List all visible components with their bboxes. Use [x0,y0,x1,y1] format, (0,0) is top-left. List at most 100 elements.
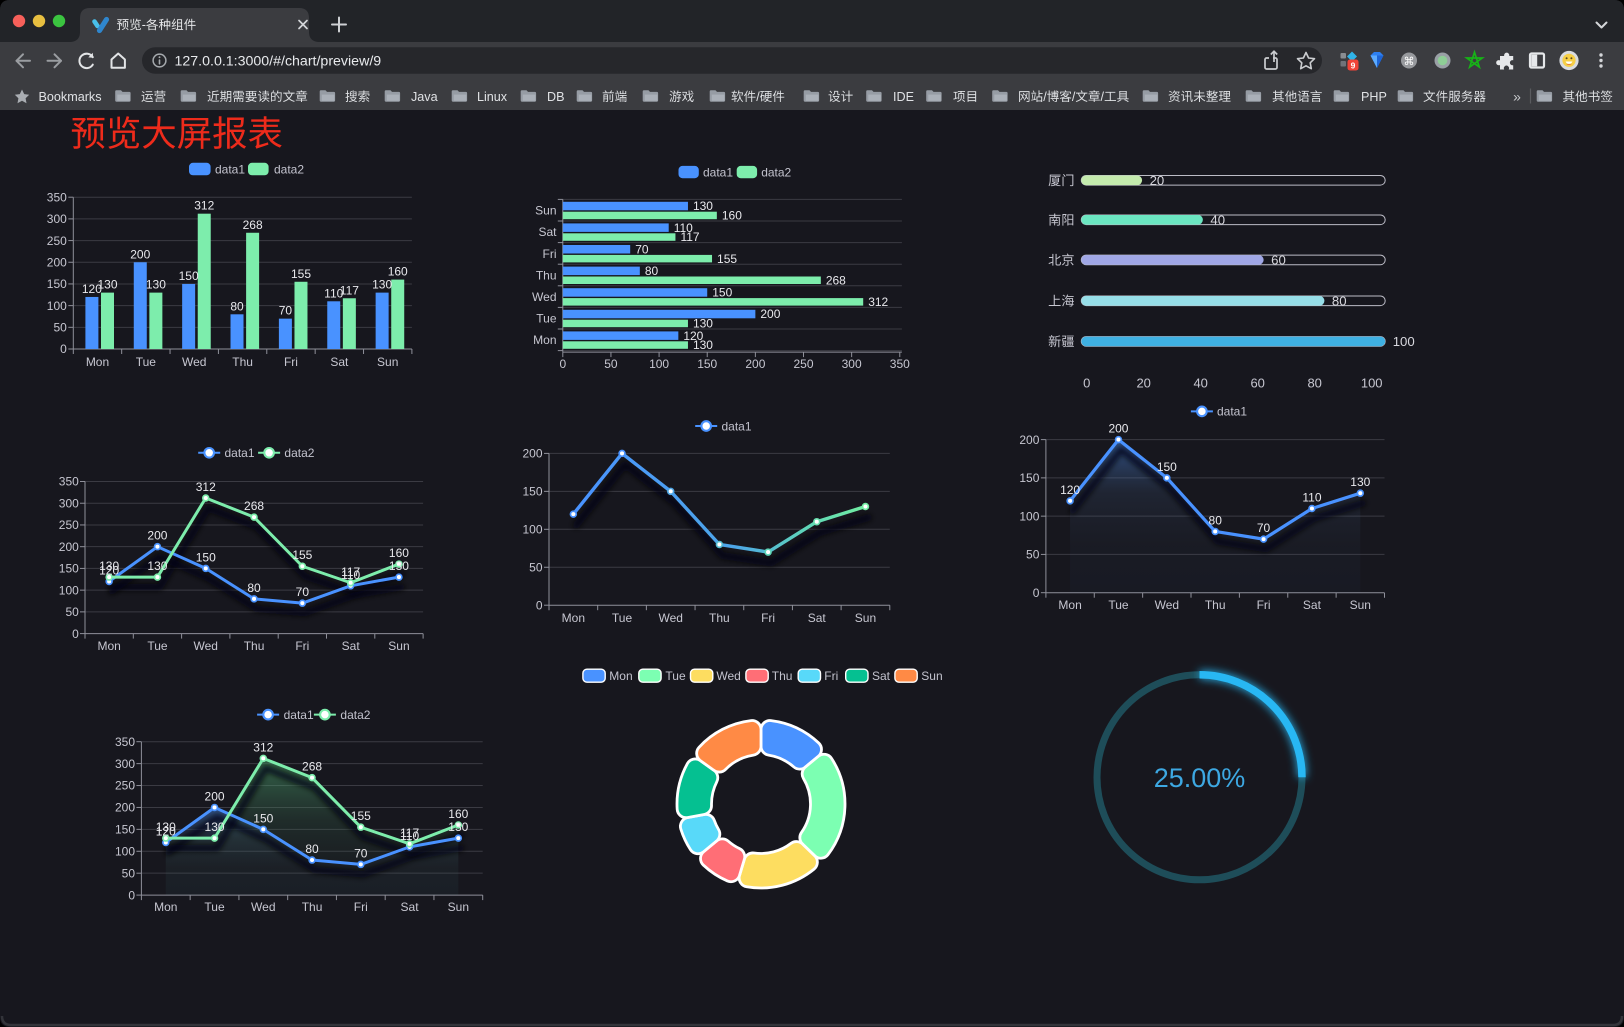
svg-text:Sun: Sun [535,204,556,218]
svg-text:Wed: Wed [251,900,275,914]
svg-text:Thu: Thu [772,669,793,683]
svg-text:130: 130 [693,317,713,331]
svg-text:»: » [1513,89,1521,105]
svg-text:0: 0 [1033,586,1040,600]
svg-text:312: 312 [253,740,273,754]
svg-text:Java: Java [411,90,438,104]
svg-text:Tue: Tue [136,355,157,369]
svg-text:300: 300 [115,757,135,771]
svg-text:80: 80 [1332,294,1347,309]
svg-text:268: 268 [826,273,846,287]
svg-text:130: 130 [448,820,468,834]
svg-text:117: 117 [341,565,360,579]
svg-text:Fri: Fri [1257,598,1271,612]
svg-text:Fri: Fri [824,669,838,683]
svg-text:PHP: PHP [1361,90,1387,104]
svg-text:130: 130 [389,559,409,573]
svg-text:312: 312 [196,480,216,494]
svg-text:160: 160 [722,209,742,223]
svg-text:Sun: Sun [1350,598,1371,612]
svg-text:250: 250 [59,518,79,532]
svg-text:Bookmarks: Bookmarks [39,90,102,104]
svg-text:Sat: Sat [342,639,361,653]
svg-text:0: 0 [60,342,67,356]
svg-text:100: 100 [59,583,79,597]
svg-text:130: 130 [146,278,166,292]
svg-text:80: 80 [645,264,659,278]
svg-text:Thu: Thu [709,611,730,625]
svg-text:Sat: Sat [538,225,557,239]
svg-text:Thu: Thu [302,900,323,914]
svg-text:350: 350 [47,190,67,204]
svg-text:200: 200 [1108,422,1128,436]
svg-text:100: 100 [115,844,135,858]
svg-text:Tue: Tue [536,312,557,326]
svg-text:150: 150 [115,823,135,837]
svg-text:200: 200 [1019,433,1039,447]
svg-text:312: 312 [868,295,888,309]
svg-text:117: 117 [400,826,419,840]
svg-text:100: 100 [1019,509,1039,523]
svg-text:Sun: Sun [921,669,942,683]
svg-text:250: 250 [793,357,813,371]
svg-text:Tue: Tue [612,611,633,625]
svg-text:250: 250 [47,234,67,248]
svg-text:150: 150 [47,277,67,291]
svg-text:Fri: Fri [295,639,309,653]
svg-text:150: 150 [697,357,717,371]
svg-text:50: 50 [529,560,543,574]
svg-text:130: 130 [693,338,713,352]
svg-text:60: 60 [1271,253,1286,268]
svg-text:0: 0 [72,627,79,641]
svg-text:Fri: Fri [543,247,557,261]
svg-text:268: 268 [244,499,264,513]
svg-text:60: 60 [1250,376,1264,391]
svg-text:data1: data1 [1217,405,1247,419]
svg-text:150: 150 [253,811,273,825]
svg-text:0: 0 [128,888,135,902]
svg-text:Sun: Sun [388,639,409,653]
svg-text:/: / [1072,90,1076,104]
svg-text:200: 200 [130,247,150,261]
svg-text:Linux: Linux [477,90,508,104]
svg-text:130: 130 [1350,475,1370,489]
svg-text:Tue: Tue [147,639,168,653]
svg-text:150: 150 [712,286,732,300]
svg-text:Fri: Fri [284,355,298,369]
svg-text:127.0.0.1:3000/#/chart/preview: 127.0.0.1:3000/#/chart/preview/9 [175,53,382,69]
svg-text:120: 120 [82,282,102,296]
svg-text:80: 80 [230,299,244,313]
svg-text:data2: data2 [761,166,791,180]
svg-text:Sat: Sat [401,900,420,914]
svg-text:110: 110 [341,568,360,582]
svg-text:120: 120 [99,563,119,577]
svg-text:Tue: Tue [204,900,225,914]
svg-text:100: 100 [47,299,67,313]
svg-text:Wed: Wed [1155,598,1179,612]
svg-text:data1: data1 [722,419,752,433]
svg-text:80: 80 [1209,513,1223,527]
svg-text:0: 0 [559,357,566,371]
svg-text:Tue: Tue [665,669,686,683]
svg-text:200: 200 [147,529,167,543]
svg-text:Fri: Fri [354,900,368,914]
svg-text:Thu: Thu [232,355,253,369]
svg-text:268: 268 [243,218,263,232]
svg-text:Sat: Sat [872,669,891,683]
svg-text:100: 100 [1393,334,1415,349]
svg-text:110: 110 [324,286,343,300]
svg-text:IDE: IDE [893,90,914,104]
svg-text:117: 117 [680,230,699,244]
svg-text:70: 70 [296,585,310,599]
svg-text:Sat: Sat [808,611,827,625]
svg-text:155: 155 [291,267,311,281]
svg-text:40: 40 [1193,376,1207,391]
svg-text:Mon: Mon [86,355,109,369]
svg-text:/: / [756,90,760,104]
svg-text:120: 120 [156,825,176,839]
svg-text:100: 100 [1361,376,1383,391]
svg-text:data1: data1 [284,708,314,722]
svg-text:Wed: Wed [532,290,556,304]
svg-text:160: 160 [389,546,409,560]
svg-text:Sun: Sun [377,355,398,369]
